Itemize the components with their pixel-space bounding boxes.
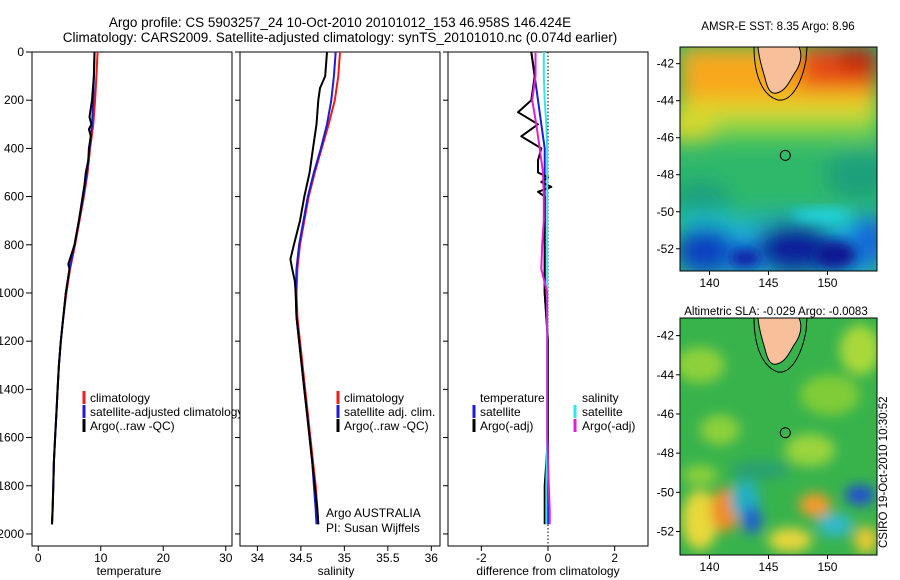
sst-map-frame xyxy=(679,46,878,272)
lat-tick-label: -44 xyxy=(657,94,675,108)
legend-label-salinity-satellite: satellite xyxy=(582,405,623,419)
legend-label-climatology: climatology xyxy=(90,391,150,405)
temperature-x-label: temperature xyxy=(97,564,162,578)
depth-tick-label: 200 xyxy=(4,93,24,107)
salinity-legend: climatology satellite adj. clim. Argo(..… xyxy=(336,391,435,433)
salinity-x-label: salinity xyxy=(318,564,355,578)
depth-tick-label: 1000 xyxy=(0,286,24,300)
sst-map-title: AMSR-E SST: 8.35 Argo: 8.96 xyxy=(701,21,854,33)
lon-tick-label: 140 xyxy=(699,276,719,290)
depth-tick-label: 600 xyxy=(4,190,24,204)
sla-map-axes: 140 145 150 -42 -44 -46 -48 -50 -52 xyxy=(657,329,838,574)
temperature-axes-box xyxy=(31,51,233,547)
pi-label: PI: Susan Wijffels xyxy=(326,521,420,535)
series-line xyxy=(289,51,328,525)
argo-program-label: Argo AUSTRALIA xyxy=(326,506,421,520)
sst-map-panel: AMSR-E SST: 8.35 Argo: 8.96 xyxy=(657,21,878,290)
lat-tick-label: -46 xyxy=(657,407,675,421)
lat-tick-label: -52 xyxy=(657,242,675,256)
lon-tick-label: 145 xyxy=(758,276,778,290)
x-tick-label: 0 xyxy=(35,551,42,565)
series-line xyxy=(531,52,551,525)
x-tick-label: 35.5 xyxy=(376,551,400,565)
temperature-legend: climatology satellite-adjusted climatolo… xyxy=(82,391,243,433)
lon-tick-label: 145 xyxy=(758,560,778,574)
depth-axis: 0 200 400 600 800 1000 1200 1400 1600 1800 2000 xyxy=(0,45,32,541)
x-tick-label: 30 xyxy=(219,551,233,565)
depth-tick-label: 1800 xyxy=(0,479,24,493)
tasmania-landmass xyxy=(757,47,802,94)
timestamp-stamp: CSIRO 19-Oct-2010 10:30:52 xyxy=(878,396,890,549)
header-line-2: Climatology: CARS2009. Satellite-adjuste… xyxy=(63,30,618,45)
shelf-contour xyxy=(753,47,808,101)
sst-field-image xyxy=(680,47,877,271)
legend-label-satellite-adj: satellite adj. clim. xyxy=(344,405,435,419)
argo-profile-marker xyxy=(779,427,791,439)
depth-tick-label: 1400 xyxy=(0,382,24,396)
lon-tick-label: 150 xyxy=(817,560,837,574)
lat-tick-label: -48 xyxy=(657,168,675,182)
legend-group-salinity: salinity xyxy=(582,391,619,405)
lat-tick-label: -46 xyxy=(657,131,675,145)
lat-tick-label: -52 xyxy=(657,524,675,538)
difference-x-label: difference from climatology xyxy=(476,564,619,578)
x-tick-label: 2 xyxy=(611,551,618,565)
x-tick-label: 0 xyxy=(545,551,552,565)
sst-map-axes: 140 145 150 -42 -44 -46 -48 -50 -52 xyxy=(657,57,838,290)
depth-tick-label: 1600 xyxy=(0,431,24,445)
depth-tick-label: 0 xyxy=(17,45,24,59)
legend-label-temperature-argo: Argo(-adj) xyxy=(480,419,533,433)
temperature-x-axis: 0 10 20 30 xyxy=(35,546,233,565)
shelf-contour xyxy=(753,318,808,373)
depth-tick-label: 800 xyxy=(4,238,24,252)
difference-legend: temperature satellite Argo(-adj) salinit… xyxy=(472,391,635,433)
temperature-series xyxy=(51,51,99,525)
salinity-x-axis: 34 34.5 35 35.5 36 xyxy=(235,51,439,565)
lon-tick-label: 140 xyxy=(699,560,719,574)
salinity-series xyxy=(289,51,341,525)
temperature-profile-panel: 0 200 400 600 800 1000 1200 1400 1600 1800 2000 0 1… xyxy=(0,45,243,578)
legend-label-argo: Argo(..raw -QC) xyxy=(90,419,175,433)
x-tick-label: 34 xyxy=(251,551,265,565)
difference-x-axis: -2 0 2 xyxy=(443,51,618,565)
difference-series xyxy=(517,51,553,525)
sla-map-panel: Altimetric SLA: -0.029 Argo: -0.0083 xyxy=(657,306,878,574)
salinity-axes-box xyxy=(239,51,441,547)
tasmania-landmass xyxy=(757,318,802,365)
depth-tick-label: 400 xyxy=(4,141,24,155)
lat-tick-label: -50 xyxy=(657,205,675,219)
depth-tick-label: 1200 xyxy=(0,334,24,348)
lon-tick-label: 150 xyxy=(817,276,837,290)
x-tick-label: -2 xyxy=(476,551,487,565)
lat-tick-label: -44 xyxy=(657,368,675,382)
depth-tick-label: 2000 xyxy=(0,527,24,541)
legend-label-climatology: climatology xyxy=(344,391,404,405)
lat-tick-label: -42 xyxy=(657,57,675,71)
sla-map-frame xyxy=(679,317,878,556)
legend-group-temperature: temperature xyxy=(480,391,545,405)
legend-label-salinity-argo: Argo(-adj) xyxy=(582,419,635,433)
x-tick-label: 36 xyxy=(425,551,439,565)
x-tick-label: 20 xyxy=(157,551,171,565)
x-tick-label: 10 xyxy=(94,551,108,565)
sla-map-title: Altimetric SLA: -0.029 Argo: -0.0083 xyxy=(684,306,867,318)
legend-label-temperature-satellite: satellite xyxy=(480,405,521,419)
sla-field-image xyxy=(680,318,877,555)
legend-label-argo: Argo(..raw -QC) xyxy=(344,419,429,433)
x-tick-label: 34.5 xyxy=(289,551,313,565)
difference-profile-panel: -2 0 2 difference from climatology tempera… xyxy=(443,51,649,578)
legend-label-satellite-adjusted: satellite-adjusted climatology xyxy=(90,405,243,419)
lat-tick-label: -42 xyxy=(657,329,675,343)
lat-tick-label: -48 xyxy=(657,446,675,460)
salinity-profile-panel: 34 34.5 35 35.5 36 salinity climatology sate… xyxy=(235,51,441,578)
argo-profile-marker xyxy=(779,149,791,161)
lat-tick-label: -50 xyxy=(657,485,675,499)
header-line-1: Argo profile: CS 5903257_24 10-Oct-2010 … xyxy=(109,15,571,30)
series-line xyxy=(51,51,96,525)
x-tick-label: 35 xyxy=(338,551,352,565)
